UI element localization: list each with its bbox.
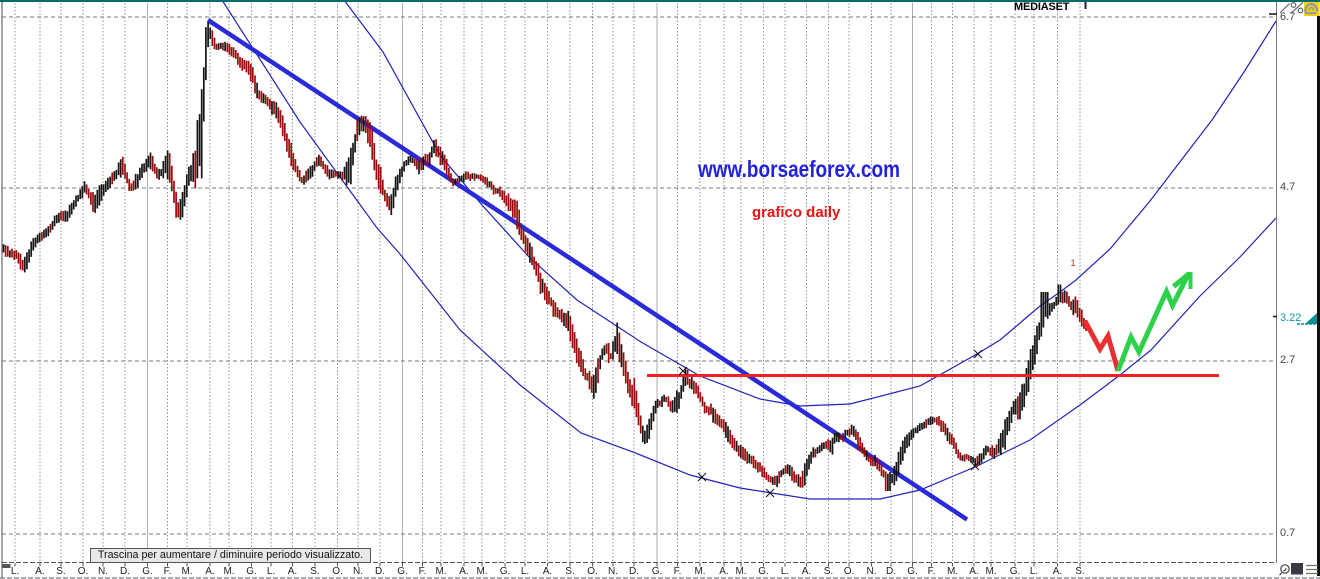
svg-text:N.: N.: [867, 566, 877, 577]
svg-text:A.: A.: [205, 566, 214, 577]
svg-text:A.: A.: [543, 566, 552, 577]
svg-text:F.: F.: [419, 566, 427, 577]
svg-text:L.: L.: [521, 566, 529, 577]
svg-text:A.: A.: [459, 566, 468, 577]
svg-text:D.: D.: [886, 566, 896, 577]
svg-text:G.: G.: [246, 566, 257, 577]
svg-text:O.: O.: [587, 566, 598, 577]
svg-text:A.: A.: [288, 566, 297, 577]
svg-text:A.: A.: [969, 566, 978, 577]
svg-text:M.: M.: [694, 566, 705, 577]
svg-text:L.: L.: [781, 566, 789, 577]
svg-text:S.: S.: [56, 566, 65, 577]
svg-text:L.: L.: [267, 566, 275, 577]
svg-text:F.: F.: [928, 566, 936, 577]
svg-text:M.: M.: [181, 566, 192, 577]
svg-text:O.: O.: [78, 566, 89, 577]
svg-text:O.: O.: [332, 566, 343, 577]
svg-text:M.: M.: [223, 566, 234, 577]
svg-text:1: 1: [1070, 258, 1075, 268]
svg-text:S.: S.: [824, 566, 833, 577]
svg-text:S.: S.: [310, 566, 319, 577]
svg-text:G.: G.: [500, 566, 511, 577]
svg-text:A.: A.: [35, 566, 44, 577]
svg-text:F.: F.: [164, 566, 172, 577]
svg-text:N.: N.: [353, 566, 363, 577]
svg-text:A.: A.: [802, 566, 811, 577]
svg-text:M.: M.: [735, 566, 746, 577]
svg-text:G.: G.: [758, 566, 769, 577]
svg-text:L.: L.: [11, 566, 19, 577]
svg-text:S.: S.: [565, 566, 574, 577]
svg-text:A.: A.: [1053, 566, 1062, 577]
svg-text:D.: D.: [375, 566, 385, 577]
svg-text:G.: G.: [907, 566, 918, 577]
svg-text:M.: M.: [947, 566, 958, 577]
svg-text:G.: G.: [1010, 566, 1021, 577]
svg-text:D.: D.: [629, 566, 639, 577]
svg-text:A.: A.: [719, 566, 728, 577]
svg-text:G.: G.: [652, 566, 663, 577]
svg-text:M.: M.: [476, 566, 487, 577]
svg-text:G.: G.: [142, 566, 153, 577]
svg-text:S.: S.: [1075, 566, 1084, 577]
svg-text:N.: N.: [608, 566, 618, 577]
svg-text:D.: D.: [120, 566, 130, 577]
svg-text:N.: N.: [98, 566, 108, 577]
svg-text:O.: O.: [844, 566, 855, 577]
svg-text:M.: M.: [985, 566, 996, 577]
svg-text:G.: G.: [397, 566, 408, 577]
svg-text:L.: L.: [1030, 566, 1038, 577]
svg-text:M.: M.: [435, 566, 446, 577]
svg-text:F.: F.: [674, 566, 682, 577]
